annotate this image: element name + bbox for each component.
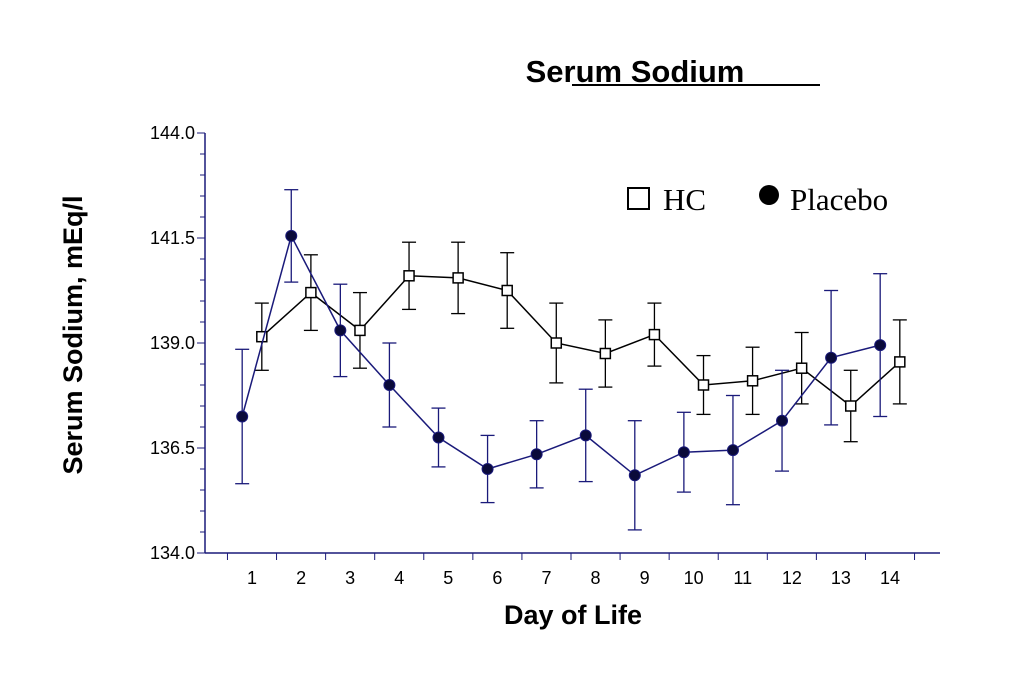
data-point-hc [648,328,661,341]
data-point-placebo [677,446,690,459]
data-point-hc [795,362,808,374]
data-point-placebo [285,229,298,242]
data-point-hc [501,284,513,297]
y-tick-label: 134.0 [150,543,195,563]
legend-hc-label: HC [663,182,706,217]
data-point-placebo [726,444,739,457]
data-point-placebo [776,414,789,427]
y-axis-title: Serum Sodium, mEq/l [58,195,88,474]
data-point-placebo [825,351,838,364]
legend-placebo-circle-icon [759,185,779,205]
data-point-placebo [530,448,543,461]
data-point-hc [452,272,464,284]
series-line-placebo [241,233,881,477]
y-tick-label: 141.5 [150,228,195,248]
data-point-placebo [383,379,396,391]
data-point-placebo [432,431,445,444]
x-tick-label: 2 [296,568,306,588]
y-tick-label: 144.0 [150,123,195,143]
data-point-placebo [628,469,641,482]
x-tick-label: 14 [880,568,900,588]
data-point-hc [894,356,906,368]
data-point-hc [403,270,415,282]
series-hc [254,241,907,443]
x-tick-label: 6 [492,568,502,588]
x-tick-label: 8 [591,568,601,588]
x-axis-title: Day of Life [504,600,642,630]
data-point-placebo [874,339,887,352]
x-tick-label: 4 [394,568,404,588]
data-point-placebo [481,463,494,475]
legend: HC Placebo [627,182,888,217]
series-line-hc [261,275,901,407]
data-point-placebo [236,410,249,423]
data-point-hc [354,324,366,337]
series-layer [235,189,907,531]
data-point-placebo [579,429,592,442]
x-tick-label: 13 [831,568,851,588]
y-tick-label: 136.5 [150,438,195,458]
x-tick-label: 5 [443,568,453,588]
data-point-hc [844,400,857,412]
x-tick-label: 12 [782,568,802,588]
x-tick-label: 10 [684,568,704,588]
data-point-hc [746,375,759,387]
x-tick-label: 9 [640,568,650,588]
series-placebo [235,189,888,531]
legend-placebo-label: Placebo [790,182,888,217]
data-point-hc [599,347,612,360]
data-point-hc [305,286,317,299]
x-tick-label: 11 [733,568,752,588]
chart-title: Serum Sodium [526,54,745,89]
x-tick-label: 7 [541,568,551,588]
x-tick-label: 1 [247,568,257,588]
y-tick-label: 139.0 [150,333,195,353]
legend-hc-square-icon [627,187,650,210]
data-point-hc [697,379,710,391]
data-point-placebo [334,324,347,337]
data-point-hc [550,337,563,349]
x-tick-label: 3 [345,568,355,588]
